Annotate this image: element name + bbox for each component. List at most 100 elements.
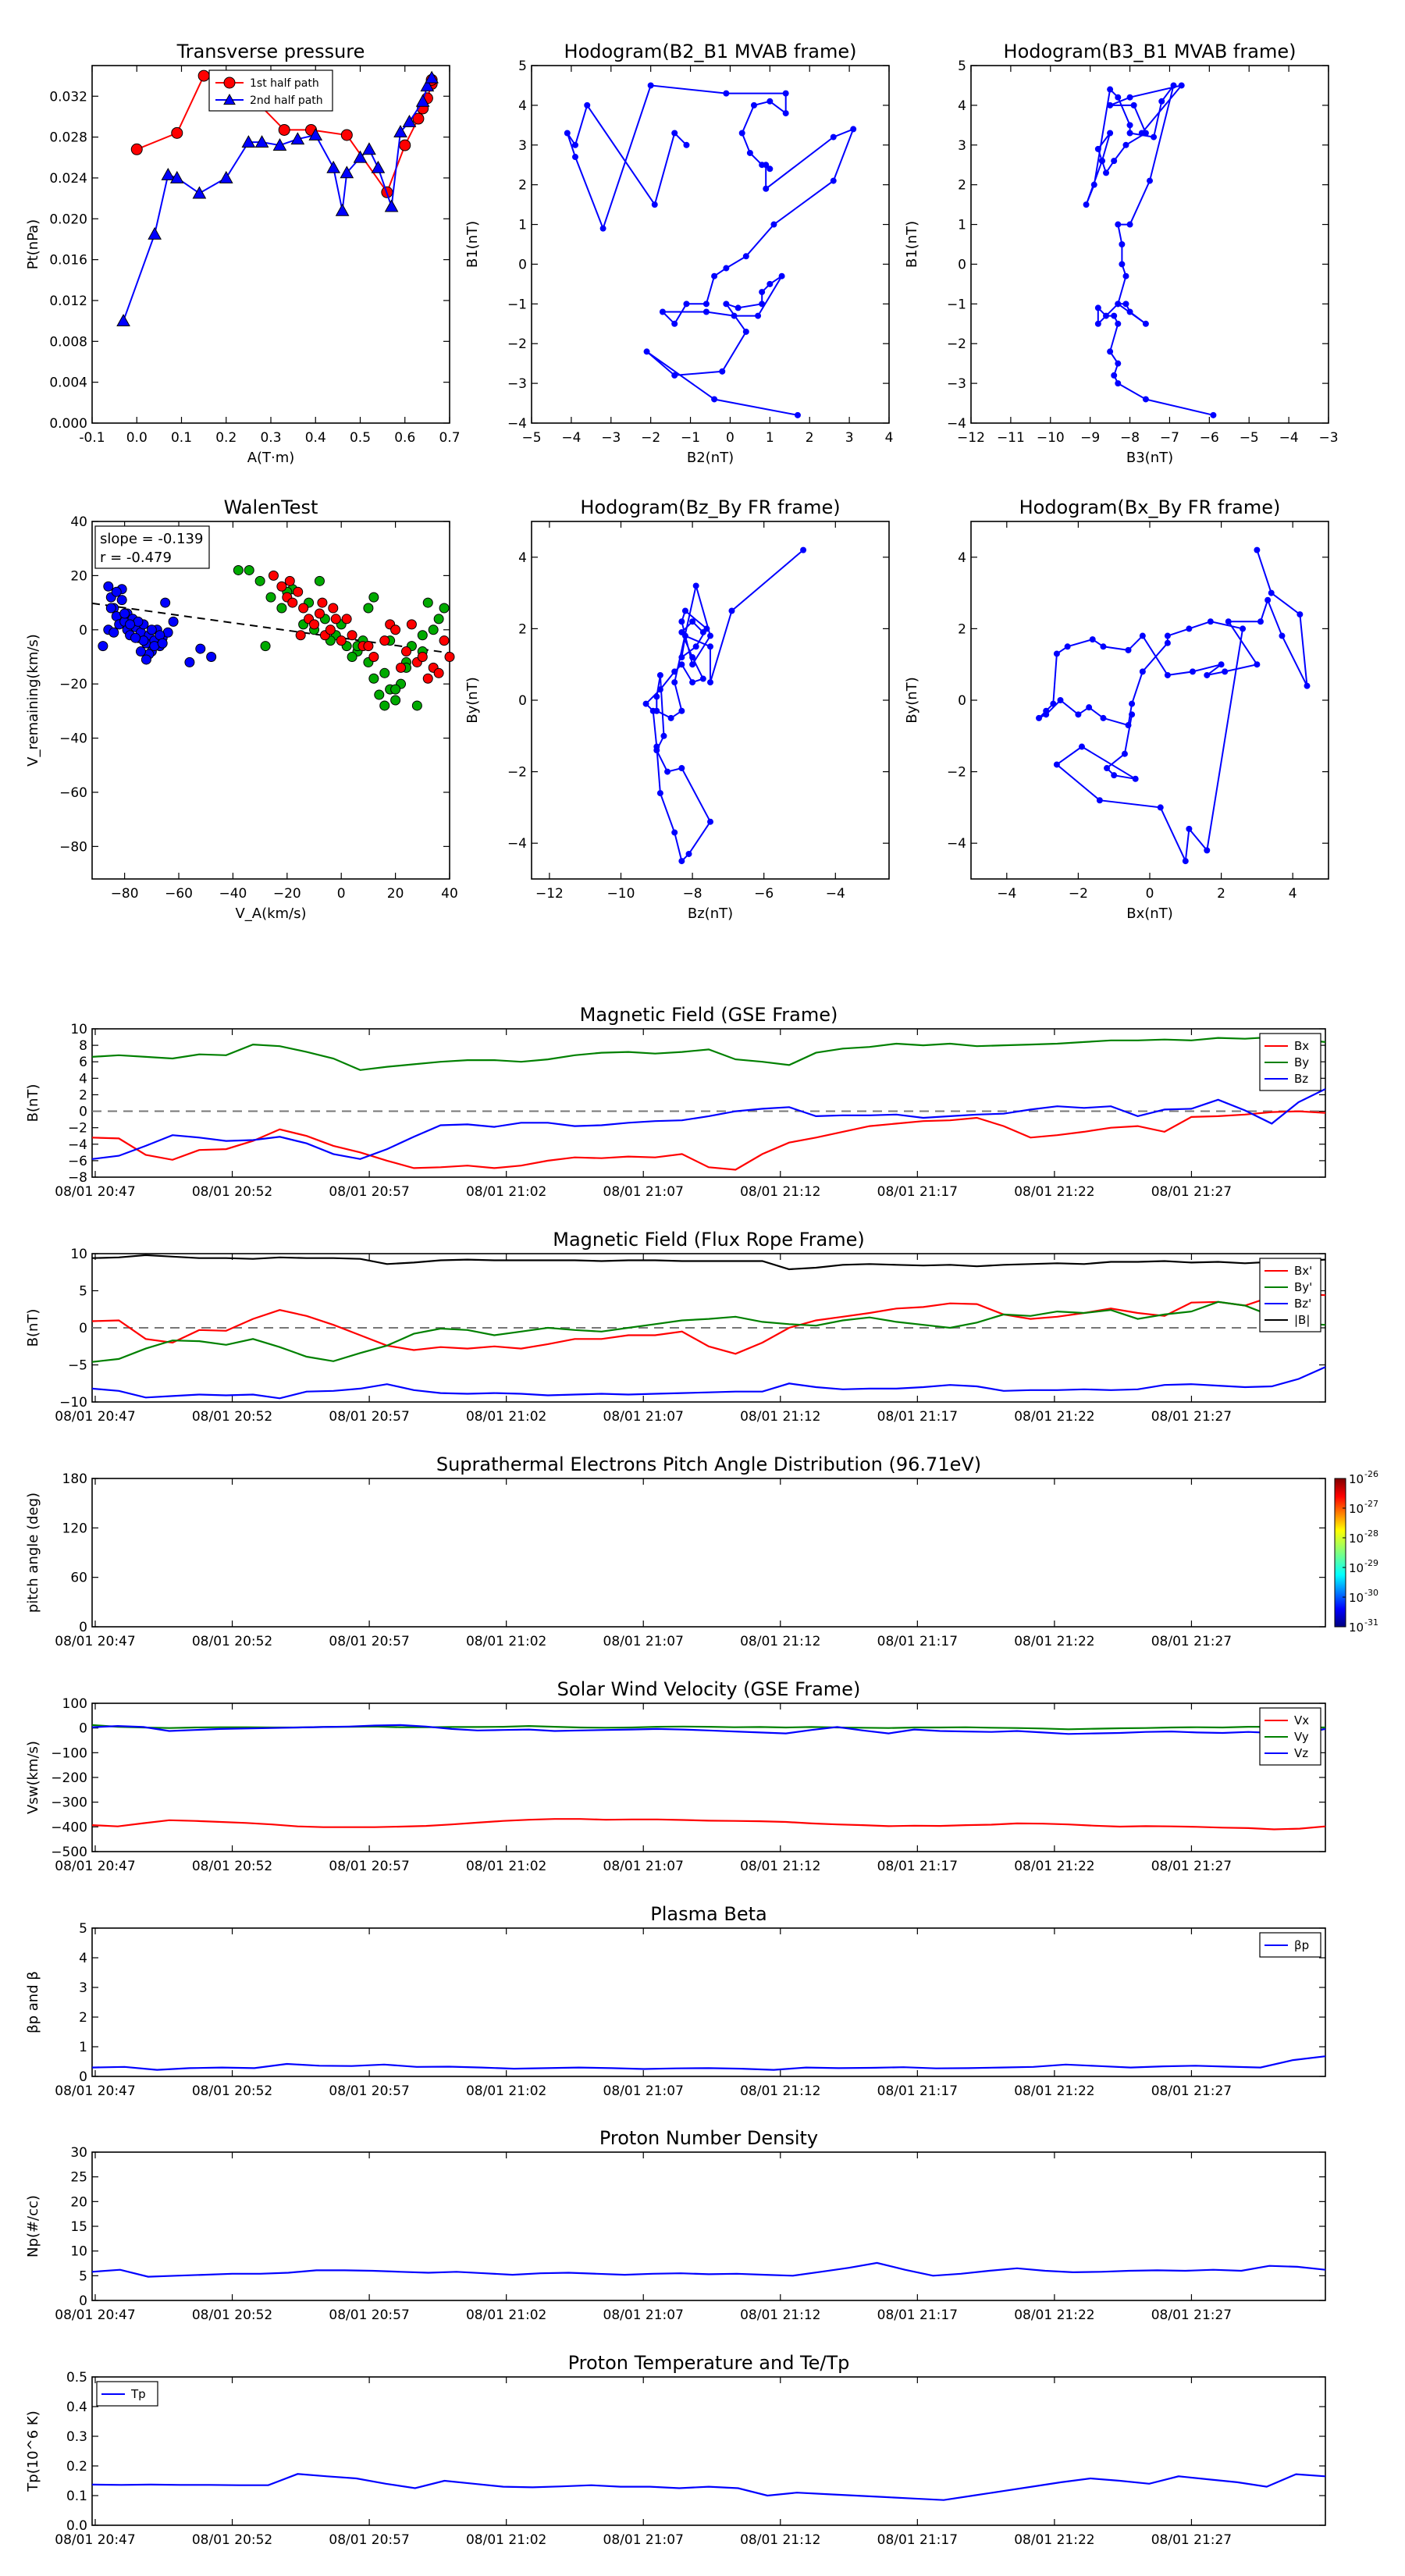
data-point (1115, 221, 1122, 228)
data-point (184, 656, 195, 667)
data-point (702, 301, 710, 308)
data-point (681, 632, 688, 639)
legend-marker (223, 93, 236, 105)
x-tick-label: 0 (337, 886, 346, 902)
annotation-text: r = -0.479 (100, 550, 172, 566)
data-point (671, 372, 678, 379)
chart-title: Hodogram(B2_B1 MVAB frame) (564, 41, 857, 62)
data-point (411, 700, 422, 711)
data-point (108, 627, 119, 638)
data-point (140, 654, 151, 665)
x-tick-label: 08/01 21:22 (1014, 2083, 1094, 2099)
data-point (1218, 661, 1225, 668)
x-tick-label: 08/01 20:47 (55, 1859, 135, 1874)
x-tick-label: 08/01 21:02 (466, 2307, 546, 2323)
data-point (1078, 743, 1085, 750)
x-tick-label: −8 (1120, 430, 1140, 446)
y-tick-label: −2 (947, 765, 966, 781)
data-point (685, 850, 692, 857)
y-tick-label: 0 (79, 1105, 87, 1120)
data-point (671, 320, 678, 327)
y-tick-label: −4 (507, 416, 527, 432)
x-tick-label: 08/01 20:47 (55, 2083, 135, 2099)
x-tick-label: 2 (806, 430, 814, 446)
x-tick-label: 20 (387, 886, 404, 902)
data-point (1100, 714, 1107, 721)
x-tick-label: 08/01 20:52 (192, 1859, 272, 1874)
data-point (1089, 636, 1096, 643)
data-point (1126, 308, 1133, 315)
data-point (1053, 761, 1060, 768)
data-point (1186, 625, 1193, 632)
data-point (1064, 643, 1071, 650)
data-point (241, 135, 256, 148)
data-point (1129, 700, 1136, 707)
x-axis-label: A(T·m) (247, 450, 295, 466)
x-tick-label: 0.0 (126, 430, 148, 446)
x-tick-label: 0.7 (439, 430, 460, 446)
x-axis-label: V_A(km/s) (235, 906, 306, 922)
colorbar-tick-exponent: -30 (1364, 1588, 1378, 1598)
legend-label: Vy (1294, 1730, 1309, 1744)
x-tick-label: 08/01 21:12 (740, 2532, 820, 2548)
data-point (293, 586, 304, 597)
chart-title: Solar Wind Velocity (GSE Frame) (557, 1678, 861, 1700)
data-point (678, 661, 685, 668)
data-point (1182, 858, 1189, 865)
y-tick-label: 3 (79, 1980, 87, 1996)
data-point (425, 70, 439, 84)
data-point (1126, 122, 1133, 129)
colorbar-tick-exponent: -31 (1364, 1617, 1378, 1628)
data-point (738, 130, 745, 137)
x-tick-label: 08/01 20:57 (329, 1184, 409, 1200)
x-tick-label: 08/01 21:07 (603, 2532, 684, 2548)
x-tick-label: 08/01 20:57 (329, 2307, 409, 2323)
y-tick-label: −2 (947, 336, 966, 352)
data-point (1210, 411, 1217, 418)
y-tick-label: 8 (79, 1038, 87, 1054)
hodogram-b3-b1-plot: Hodogram(B3_B1 MVAB frame)−4−3−2−1012345… (904, 41, 1339, 466)
legend-label: Bx' (1294, 1264, 1312, 1278)
data-point (1111, 312, 1118, 319)
x-tick-label: 08/01 21:17 (877, 1409, 958, 1425)
data-point (759, 162, 766, 169)
x-tick-label: −40 (219, 886, 247, 902)
data-point (671, 130, 678, 137)
data-point (390, 624, 401, 635)
data-point (1119, 261, 1126, 268)
data-point (1164, 639, 1171, 646)
data-point (379, 700, 390, 711)
x-tick-label: 08/01 21:27 (1151, 1859, 1232, 1874)
data-point (678, 618, 685, 625)
data-point (130, 143, 143, 155)
y-tick-label: 4 (958, 98, 966, 114)
data-point (347, 630, 357, 641)
colorbar-tick-exponent: -26 (1364, 1469, 1378, 1479)
y-tick-label: 0 (79, 1321, 87, 1336)
y-axis-label: V_remaining(km/s) (25, 634, 41, 767)
y-tick-label: 0.000 (49, 416, 87, 432)
data-point (428, 624, 439, 635)
data-point (1122, 272, 1129, 279)
data-point (135, 646, 146, 657)
x-tick-label: 08/01 21:22 (1014, 2307, 1094, 2323)
data-point (1125, 722, 1132, 729)
y-tick-label: 5 (518, 59, 527, 74)
data-point (642, 700, 649, 707)
data-point (1094, 145, 1101, 152)
data-point (707, 643, 713, 650)
data-point (390, 695, 401, 706)
x-tick-label: 08/01 21:17 (877, 2083, 958, 2099)
x-tick-label: 08/01 21:02 (466, 1184, 546, 1200)
series-line (645, 549, 804, 863)
x-tick-label: 08/01 21:12 (740, 1184, 820, 1200)
y-axis-label: Vsw(km/s) (25, 1741, 41, 1814)
data-point (678, 628, 685, 635)
series-line (1038, 550, 1308, 864)
x-tick-label: −1 (681, 430, 700, 446)
y-axis-label: By(nT) (904, 677, 920, 723)
x-tick-label: 08/01 20:52 (192, 2532, 272, 2548)
x-tick-label: −10 (607, 886, 635, 902)
y-tick-label: 0 (958, 257, 966, 272)
y-tick-label: 0.016 (49, 253, 87, 269)
